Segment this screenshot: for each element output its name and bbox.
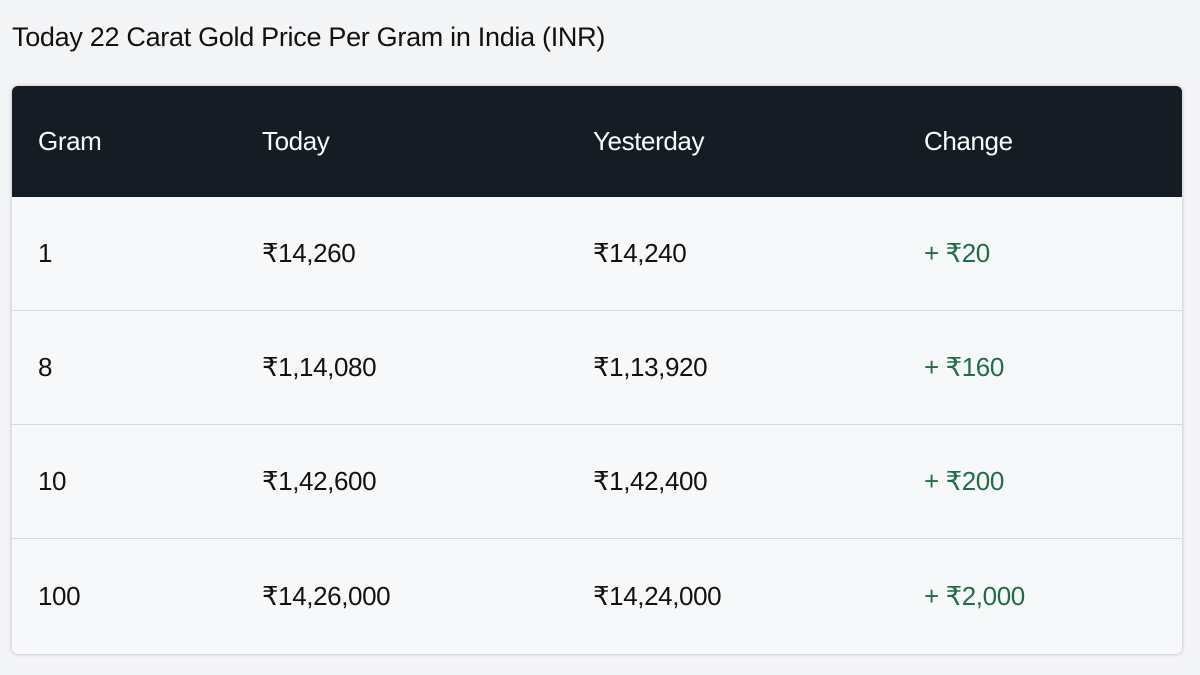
cell-change: + ₹2,000 <box>924 580 1025 611</box>
table-header: Gram Today Yesterday Change <box>12 86 1182 197</box>
cell-today: ₹1,14,080 <box>262 352 377 382</box>
table-row: 100 ₹14,26,000 ₹14,24,000 + ₹2,000 <box>12 539 1182 653</box>
cell-yesterday: ₹14,24,000 <box>593 580 722 611</box>
cell-change: + ₹160 <box>924 352 1004 382</box>
header-gram: Gram <box>38 126 102 156</box>
cell-yesterday: ₹1,42,400 <box>593 466 708 496</box>
table-row: 8 ₹1,14,080 ₹1,13,920 + ₹160 <box>12 311 1182 425</box>
page-title: Today 22 Carat Gold Price Per Gram in In… <box>12 22 606 52</box>
cell-today: ₹14,260 <box>262 238 356 268</box>
cell-gram: 1 <box>38 238 53 268</box>
table-row: 10 ₹1,42,600 ₹1,42,400 + ₹200 <box>12 425 1182 539</box>
cell-gram: 10 <box>38 466 67 496</box>
cell-gram: 100 <box>38 580 81 611</box>
cell-today: ₹14,26,000 <box>262 580 391 611</box>
gold-price-table: Gram Today Yesterday Change 1 ₹14,260 ₹1… <box>12 86 1182 654</box>
cell-yesterday: ₹14,240 <box>593 238 687 268</box>
header-today: Today <box>262 126 330 156</box>
cell-change: + ₹200 <box>924 466 1004 496</box>
header-yesterday: Yesterday <box>593 126 705 156</box>
cell-change: + ₹20 <box>924 238 990 268</box>
cell-yesterday: ₹1,13,920 <box>593 352 708 382</box>
cell-gram: 8 <box>38 352 53 382</box>
header-change: Change <box>924 126 1013 156</box>
table-row: 1 ₹14,260 ₹14,240 + ₹20 <box>12 197 1182 311</box>
cell-today: ₹1,42,600 <box>262 466 377 496</box>
